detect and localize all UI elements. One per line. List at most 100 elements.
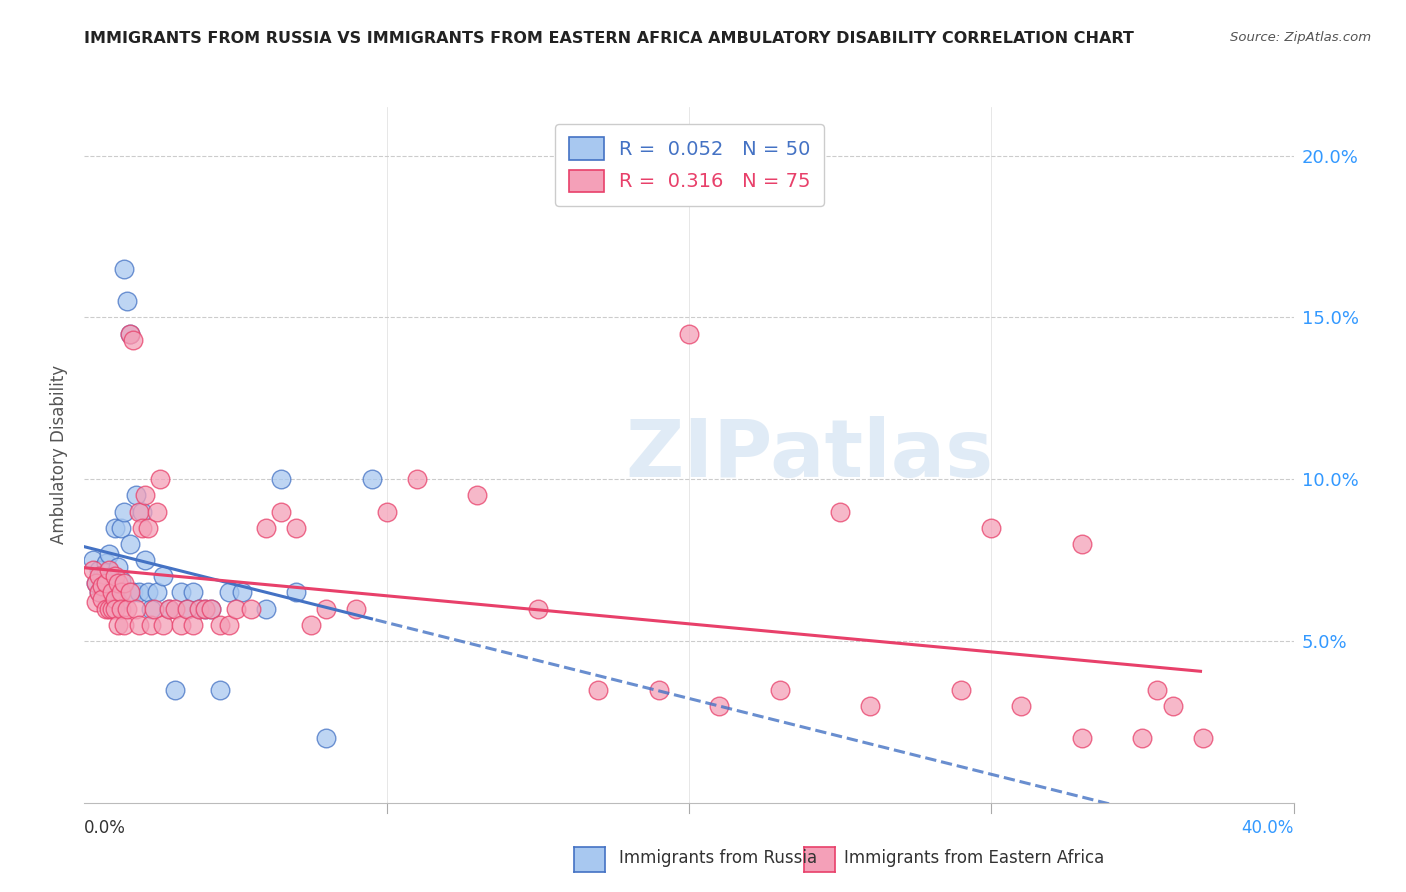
Point: [112, 261, 135, 276]
Point: [107, 617, 129, 632]
Point: [315, 731, 337, 745]
Point: [121, 333, 143, 347]
Text: Immigrants from Russia: Immigrants from Russia: [619, 849, 817, 867]
Point: [152, 617, 174, 632]
Point: [91, 579, 114, 593]
Point: [89, 585, 111, 599]
Point: [128, 585, 150, 599]
Point: [1192, 731, 1215, 745]
Point: [315, 601, 337, 615]
Point: [254, 601, 277, 615]
Point: [346, 601, 368, 615]
Point: [859, 698, 882, 713]
Text: ZIPatlas: ZIPatlas: [626, 416, 994, 494]
Point: [121, 585, 143, 599]
Point: [194, 601, 217, 615]
Point: [100, 601, 122, 615]
Point: [360, 472, 382, 486]
Point: [115, 294, 138, 309]
Point: [110, 521, 132, 535]
Point: [97, 563, 120, 577]
Point: [176, 601, 198, 615]
Point: [231, 585, 253, 599]
Point: [218, 585, 240, 599]
Point: [94, 557, 117, 571]
Point: [1130, 731, 1153, 745]
Point: [194, 601, 217, 615]
Point: [152, 569, 174, 583]
Point: [86, 575, 108, 590]
Point: [299, 617, 322, 632]
Point: [285, 521, 308, 535]
Point: [110, 601, 132, 615]
Point: [950, 682, 973, 697]
Point: [165, 682, 187, 697]
Legend: R =  0.052   N = 50, R =  0.316   N = 75: R = 0.052 N = 50, R = 0.316 N = 75: [555, 124, 824, 205]
Point: [709, 698, 731, 713]
Point: [89, 585, 111, 599]
Text: Source: ZipAtlas.com: Source: ZipAtlas.com: [1230, 31, 1371, 45]
Point: [97, 573, 120, 587]
Point: [97, 591, 120, 606]
Point: [225, 601, 247, 615]
Point: [146, 504, 169, 518]
Point: [118, 326, 141, 341]
Point: [1071, 731, 1094, 745]
Point: [136, 521, 159, 535]
Point: [270, 472, 292, 486]
Point: [678, 326, 700, 341]
Point: [115, 601, 138, 615]
Point: [100, 585, 122, 599]
Point: [100, 585, 122, 599]
Point: [107, 559, 129, 574]
Point: [1161, 698, 1184, 713]
Y-axis label: Ambulatory Disability: Ambulatory Disability: [51, 366, 69, 544]
Point: [980, 521, 1002, 535]
Point: [1146, 682, 1168, 697]
Point: [165, 601, 187, 615]
Point: [170, 585, 193, 599]
Point: [89, 563, 111, 577]
Point: [97, 601, 120, 615]
Point: [139, 617, 162, 632]
Point: [239, 601, 262, 615]
Point: [131, 504, 153, 518]
Point: [157, 601, 180, 615]
Point: [157, 601, 180, 615]
Text: 0.0%: 0.0%: [84, 819, 127, 837]
Point: [104, 569, 127, 583]
Point: [134, 553, 156, 567]
Text: 40.0%: 40.0%: [1241, 819, 1294, 837]
Point: [104, 521, 127, 535]
Point: [134, 488, 156, 502]
Point: [118, 585, 141, 599]
Point: [94, 566, 117, 580]
Point: [94, 582, 117, 597]
Point: [406, 472, 429, 486]
Point: [254, 521, 277, 535]
Point: [146, 585, 169, 599]
Point: [97, 547, 120, 561]
Point: [527, 601, 550, 615]
Point: [104, 591, 127, 606]
Point: [125, 488, 148, 502]
Point: [176, 601, 198, 615]
Point: [648, 682, 671, 697]
Point: [110, 585, 132, 599]
Point: [375, 504, 398, 518]
Point: [467, 488, 489, 502]
Point: [118, 326, 141, 341]
Point: [91, 569, 114, 583]
Point: [142, 601, 165, 615]
Point: [86, 575, 108, 590]
Point: [1011, 698, 1033, 713]
Point: [91, 579, 114, 593]
Point: [112, 504, 135, 518]
Point: [131, 521, 153, 535]
Point: [104, 601, 127, 615]
Point: [588, 682, 610, 697]
Point: [86, 595, 108, 609]
Point: [181, 617, 204, 632]
Point: [270, 504, 292, 518]
Point: [100, 569, 122, 583]
